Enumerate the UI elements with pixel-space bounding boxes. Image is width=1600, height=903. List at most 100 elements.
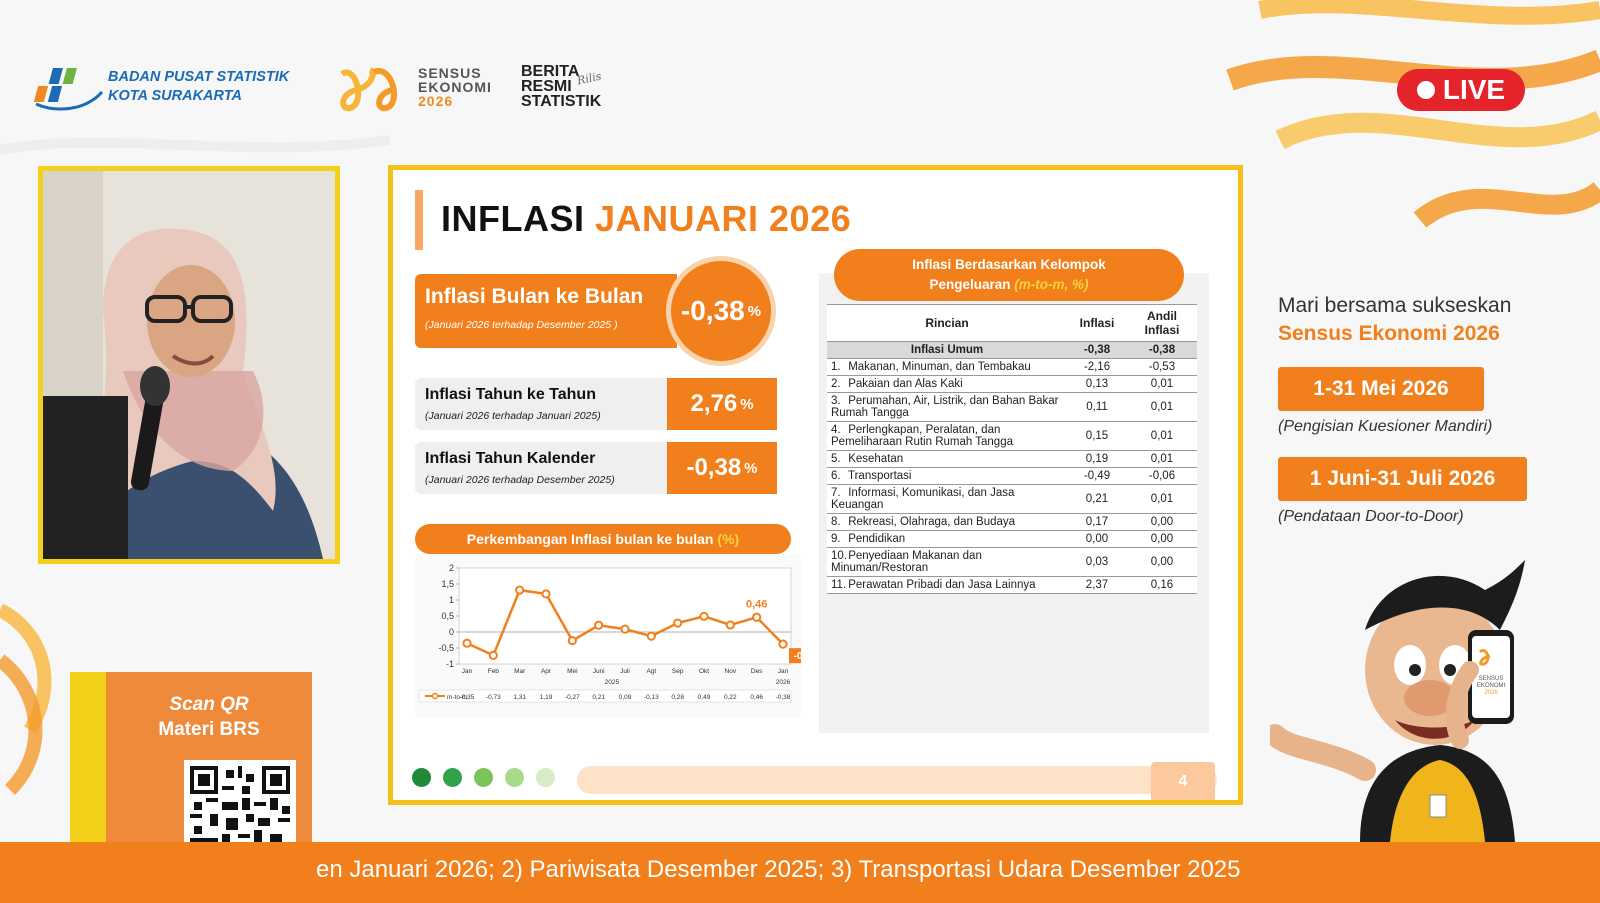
table-row: 7. Informasi, Komunikasi, dan Jasa Keuan… <box>827 484 1197 514</box>
row-andil: 0,01 <box>1127 484 1197 514</box>
brs-line1: BERITA <box>521 63 580 80</box>
data-point <box>515 585 525 595</box>
x-tick-label: Sep <box>672 668 684 675</box>
data-table-value: 1,19 <box>540 694 553 701</box>
page-number: 4 <box>1151 762 1215 800</box>
group-title-unit: (m-to-m, %) <box>1014 277 1089 292</box>
decorative-swirl-left <box>0 603 52 795</box>
chart-container: 2 1,5 1 0,5 0 -0,5 -1 Jan Feb Mar Apr Mei Juni Juli Ag… <box>415 554 821 718</box>
x-tick-label: Mar <box>514 668 526 675</box>
progress-dot <box>474 768 493 787</box>
data-table-value: 0,28 <box>671 694 684 701</box>
umum-inflasi: -0,38 <box>1067 341 1127 359</box>
row-number: 2. <box>831 378 841 390</box>
x-tick-label: Jan <box>462 668 473 675</box>
data-point <box>567 636 577 646</box>
y-tick-label: -0,5 <box>438 643 454 653</box>
x-tick-label: Feb <box>488 668 500 675</box>
decorative-swirl-top-right <box>1226 0 1600 228</box>
data-point <box>488 650 498 660</box>
group-title-line1: Inflasi Berdasarkan Kelompok <box>912 257 1106 272</box>
row-inflasi: 0,03 <box>1067 547 1127 577</box>
promo-line2: Sensus Ekonomi 2026 <box>1278 322 1500 345</box>
sensus-line3: 2026 <box>418 93 454 109</box>
chart-title-pill: Perkembangan Inflasi bulan ke bulan (%) <box>415 524 791 554</box>
y-tick-label: 1 <box>449 595 454 605</box>
row-inflasi: 0,19 <box>1067 450 1127 468</box>
data-point <box>541 589 551 599</box>
table-row: 5. Kesehatan 0,19 0,01 <box>827 450 1197 468</box>
data-point <box>673 618 683 628</box>
annotation-label: -0,38 <box>794 651 801 662</box>
ticker-text: en Januari 2026; 2) Pariwisata Desember … <box>316 856 1241 883</box>
table-row: 4. Perlengkapan, Peralatan, dan Pemeliha… <box>827 421 1197 451</box>
bps-name-line1: BADAN PUSAT STATISTIK <box>108 69 290 85</box>
row-andil: 0,00 <box>1127 547 1197 577</box>
sensus-line2: EKONOMI <box>418 79 492 95</box>
ytd-unit: % <box>744 459 758 477</box>
decorative-swirl-bottom-left <box>0 135 390 155</box>
header: BADAN PUSAT STATISTIK KOTA SURAKARTA SEN… <box>0 0 1600 150</box>
data-point <box>725 620 735 630</box>
data-table-value: 1,31 <box>513 694 526 701</box>
table-row: 10. Penyediaan Makanan dan Minuman/Resto… <box>827 547 1197 577</box>
sensus-ekonomi-logo <box>340 67 397 112</box>
table-row: 11. Perawatan Pribadi dan Jasa Lainnya 2,… <box>827 576 1197 594</box>
qr-title-line1: Scan QR <box>169 694 249 715</box>
group-title-pill: Inflasi Berdasarkan Kelompok Pengeluaran… <box>834 249 1184 301</box>
umum-andil: -0,38 <box>1127 341 1197 359</box>
table-row: 1. Makanan, Minuman, dan Tembakau -2,16 -0… <box>827 358 1197 376</box>
mtm-value-circle: -0,38 % <box>671 261 771 361</box>
progress-dot <box>412 768 431 787</box>
sensus-line1: SENSUS <box>418 65 482 81</box>
row-andil: 0,01 <box>1127 450 1197 468</box>
row-label: 11. Perawatan Pribadi dan Jasa Lainnya <box>827 576 1067 594</box>
mtm-value: -0,38 <box>680 295 745 326</box>
data-table-value: -0,38 <box>776 694 791 701</box>
row-inflasi: 2,37 <box>1067 576 1127 594</box>
yoy-card: Inflasi Tahun ke Tahun (Januari 2026 ter… <box>415 378 777 430</box>
row-inflasi: -0,49 <box>1067 467 1127 485</box>
phone-sensus-line2: EKONOMI <box>1477 683 1506 689</box>
data-point <box>620 624 630 634</box>
progress-dot <box>536 768 555 787</box>
table-header-row: Rincian Inflasi Andil Inflasi <box>827 304 1197 342</box>
row-number: 11. <box>831 579 847 591</box>
x-tick-label: Okt <box>699 668 709 675</box>
x-tick-label: Juni <box>593 668 605 675</box>
legend-marker <box>431 692 439 700</box>
row-label: 3. Perumahan, Air, Listrik, dan Bahan Ba… <box>827 392 1067 422</box>
chart-title: Perkembangan Inflasi bulan ke bulan <box>466 531 714 547</box>
mascot-illustration: SENSUS EKONOMI 2026 <box>1270 560 1525 842</box>
ytd-value-box: -0,38 % <box>667 442 777 494</box>
promo-line1: Mari bersama sukseskan <box>1278 294 1512 317</box>
row-label: 8. Rekreasi, Olahraga, dan Budaya <box>827 513 1067 531</box>
slide-footer-bar <box>577 766 1217 794</box>
data-point <box>699 611 709 621</box>
speaker-illustration <box>43 171 335 559</box>
data-table-value: -0,27 <box>565 694 580 701</box>
data-table-value: 0,21 <box>592 694 605 701</box>
row-inflasi: 0,11 <box>1067 392 1127 422</box>
table-row: 6. Transportasi -0,49 -0,06 <box>827 467 1197 485</box>
data-table-value: 0,46 <box>750 694 763 701</box>
ytd-label: Inflasi Tahun Kalender <box>425 450 596 467</box>
row-inflasi: 0,21 <box>1067 484 1127 514</box>
ytd-card: Inflasi Tahun Kalender (Januari 2026 ter… <box>415 442 777 494</box>
row-inflasi: -2,16 <box>1067 358 1127 376</box>
live-badge: LIVE <box>1397 69 1525 111</box>
yoy-label: Inflasi Tahun ke Tahun <box>425 386 596 403</box>
x-tick-label: Nov <box>725 668 737 675</box>
y-tick-label: 0,5 <box>441 611 454 621</box>
data-point <box>462 638 472 648</box>
year-label: 2025 <box>605 679 620 686</box>
mtm-subtitle: (Januari 2026 terhadap Desember 2025 ) <box>425 319 618 331</box>
table-header-andil: Andil Inflasi <box>1127 304 1197 342</box>
y-tick-label: 2 <box>449 563 454 573</box>
data-point <box>778 639 788 649</box>
row-number: 5. <box>831 453 841 465</box>
row-inflasi: 0,00 <box>1067 530 1127 548</box>
progress-dot <box>505 768 524 787</box>
row-inflasi: 0,15 <box>1067 421 1127 451</box>
row-andil: 0,00 <box>1127 530 1197 548</box>
